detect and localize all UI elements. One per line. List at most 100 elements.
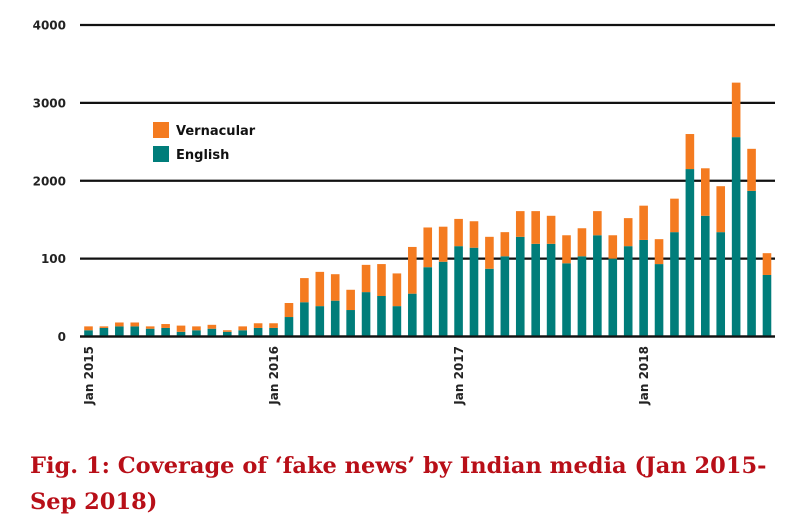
bar-english	[346, 310, 355, 337]
bar-english	[685, 169, 695, 337]
bar-stack	[747, 148, 756, 337]
bar-english	[577, 256, 587, 337]
legend-swatch-vernacular	[153, 122, 169, 138]
bar-english	[99, 327, 109, 337]
bar-english	[654, 264, 664, 337]
bar-vernacular	[562, 235, 571, 264]
bar-stack	[300, 278, 309, 337]
bar-english	[361, 292, 371, 337]
bar-stack	[192, 326, 201, 337]
bar-vernacular	[269, 323, 278, 328]
bar-english	[531, 243, 540, 337]
bar-vernacular	[485, 236, 494, 269]
bar-english	[546, 243, 556, 337]
bar-vernacular	[670, 198, 679, 233]
bar-english	[639, 239, 648, 337]
bar-english	[300, 302, 309, 337]
bar-vernacular	[192, 326, 201, 331]
bar-vernacular	[315, 271, 325, 307]
bar-stack	[716, 186, 726, 337]
bar-stack	[762, 253, 772, 337]
bar-stack	[654, 239, 664, 337]
y-tick-label: 0	[58, 330, 66, 344]
bar-vernacular	[515, 211, 525, 237]
bar-stack	[685, 134, 695, 337]
bar-vernacular	[161, 324, 170, 328]
bar-english	[469, 247, 479, 337]
bar-stack	[546, 215, 556, 337]
bar-stack	[207, 324, 217, 337]
bar-stack	[531, 211, 540, 337]
bar-stack	[315, 271, 325, 337]
bar-english	[701, 215, 710, 337]
bar-english	[330, 300, 340, 337]
bar-vernacular	[731, 82, 741, 138]
y-axis-ticks: 0 100 2000 3000 4000	[33, 19, 66, 345]
bar-vernacular	[685, 134, 695, 170]
bar-english	[315, 306, 325, 337]
bar-english	[716, 232, 726, 337]
bar-stack	[500, 232, 510, 337]
bar-english	[392, 306, 402, 337]
bar-stack	[269, 323, 278, 337]
bar-stack	[731, 82, 741, 337]
bar-stack	[361, 264, 371, 337]
bar-vernacular	[253, 323, 263, 328]
bar-vernacular	[701, 168, 710, 216]
bar-vernacular	[207, 324, 217, 329]
bar-english	[438, 261, 448, 337]
bar-stack	[392, 273, 402, 337]
bar-english	[454, 246, 463, 337]
bar-english	[377, 296, 386, 337]
bar-english	[269, 327, 278, 337]
bar-english	[115, 326, 124, 337]
bar-vernacular	[593, 211, 602, 236]
x-tick-label: Jan 2017	[452, 346, 466, 406]
bar-stack	[377, 264, 386, 337]
bar-english	[608, 258, 618, 337]
bar-stack	[469, 221, 479, 337]
bar-vernacular	[330, 274, 340, 301]
bar-english	[84, 330, 93, 337]
bar-stack	[454, 218, 463, 337]
bar-stack	[222, 330, 232, 337]
bar-vernacular	[454, 218, 463, 247]
bar-vernacular	[377, 264, 386, 297]
bar-vernacular	[300, 278, 309, 303]
bar-stack	[408, 246, 417, 337]
bar-vernacular	[639, 205, 648, 240]
bar-vernacular	[500, 232, 510, 257]
x-tick-label: Jan 2015	[82, 346, 96, 406]
bar-english	[562, 263, 571, 337]
bar-english	[161, 327, 170, 337]
bar-english	[130, 326, 140, 337]
bar-vernacular	[716, 186, 726, 233]
bar-english	[284, 317, 294, 337]
bar-vernacular	[623, 218, 633, 247]
bar-stack	[701, 168, 710, 337]
figure-caption: Fig. 1: Coverage of ‘fake news’ by India…	[30, 453, 767, 515]
x-axis-ticks: Jan 2015 Jan 2016 Jan 2017 Jan 2018	[82, 346, 651, 406]
bar-english	[253, 327, 263, 337]
bar-vernacular	[115, 322, 124, 327]
bar-vernacular	[469, 221, 479, 248]
bar-english	[731, 137, 741, 337]
bar-vernacular	[145, 326, 155, 329]
bar-english	[500, 256, 510, 337]
legend-label-english: English	[176, 148, 229, 163]
bar-stack	[639, 205, 648, 337]
bar-vernacular	[176, 325, 186, 332]
bar-vernacular	[392, 273, 402, 307]
bar-stack	[577, 228, 587, 337]
bar-vernacular	[346, 289, 355, 311]
bar-english	[222, 331, 232, 337]
bar-vernacular	[608, 235, 618, 259]
bar-stack	[176, 325, 186, 337]
bar-english	[623, 246, 633, 337]
bar-english	[515, 236, 525, 337]
bar-vernacular	[546, 215, 556, 244]
y-tick-label: 100	[41, 252, 66, 266]
bar-stack	[284, 303, 294, 337]
bar-english	[408, 293, 417, 337]
bar-vernacular	[284, 303, 294, 318]
